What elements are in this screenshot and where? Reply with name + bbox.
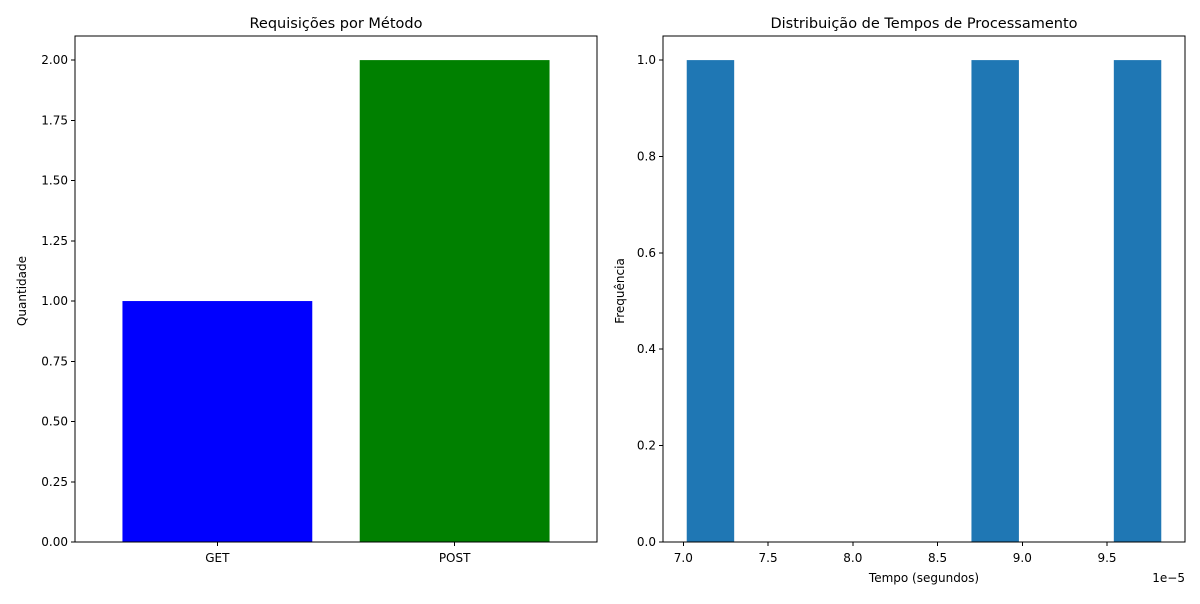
y-axis-label: Quantidade [15,256,29,326]
y-tick-label: 1.25 [41,234,68,248]
y-tick-label: 1.75 [41,113,68,127]
x-tick-label: 8.0 [843,551,862,565]
y-ticks: 0.0 0.2 0.4 0.6 0.8 1.0 [637,53,663,549]
y-tick-label: 0.75 [41,354,68,368]
y-tick-label: 0.50 [41,415,68,429]
chart-title: Requisições por Método [250,16,423,32]
x-tick-label: 8.5 [928,551,947,565]
x-scale-offset-label: 1e−5 [1152,571,1185,585]
x-tick-label: POST [439,551,471,565]
y-tick-label: 1.50 [41,174,68,188]
histogram-bar [686,60,735,542]
y-axis-label: Frequência [613,258,627,324]
x-tick-label: 7.0 [674,551,693,565]
x-tick-label: 7.5 [759,551,778,565]
x-tick-label: 9.5 [1097,551,1116,565]
method-bar-chart: Requisições por Método Quantidade 0.000.… [15,16,598,565]
y-tick-label: 0.4 [637,342,656,356]
histogram-bars [686,60,1162,542]
chart-title: Distribuição de Tempos de Processamento [770,16,1077,32]
y-tick-label: 0.00 [41,535,68,549]
x-ticks: 7.0 7.5 8.0 8.5 9.0 9.5 [674,542,1117,565]
y-tick-label: 1.00 [41,294,68,308]
histogram-bar [1113,60,1162,542]
x-axis-label: Tempo (segundos) [868,571,979,585]
plot-frame [74,35,598,543]
bar-get [122,301,313,542]
plot-frame [662,35,1186,543]
y-ticks: 0.00 0.25 0.50 0.75 1.00 1.25 1.50 1.75 2.00 [41,53,75,549]
x-tick-label: GET [205,551,230,565]
y-tick-label: 0.0 [637,535,656,549]
x-ticks: GET POST [205,542,471,565]
y-tick-label: 2.00 [41,53,68,67]
y-tick-label: 0.25 [41,475,68,489]
y-tick-label: 0.8 [637,149,656,163]
x-tick-label: 9.0 [1013,551,1032,565]
bar-post [359,60,550,542]
bars [122,60,550,542]
y-tick-label: 0.2 [637,439,656,453]
y-tick-label: 1.0 [637,53,656,67]
histogram-bar [971,60,1019,542]
y-tick-label: 0.6 [637,246,656,260]
processing-time-histogram: Distribuição de Tempos de Processamento … [613,16,1186,585]
